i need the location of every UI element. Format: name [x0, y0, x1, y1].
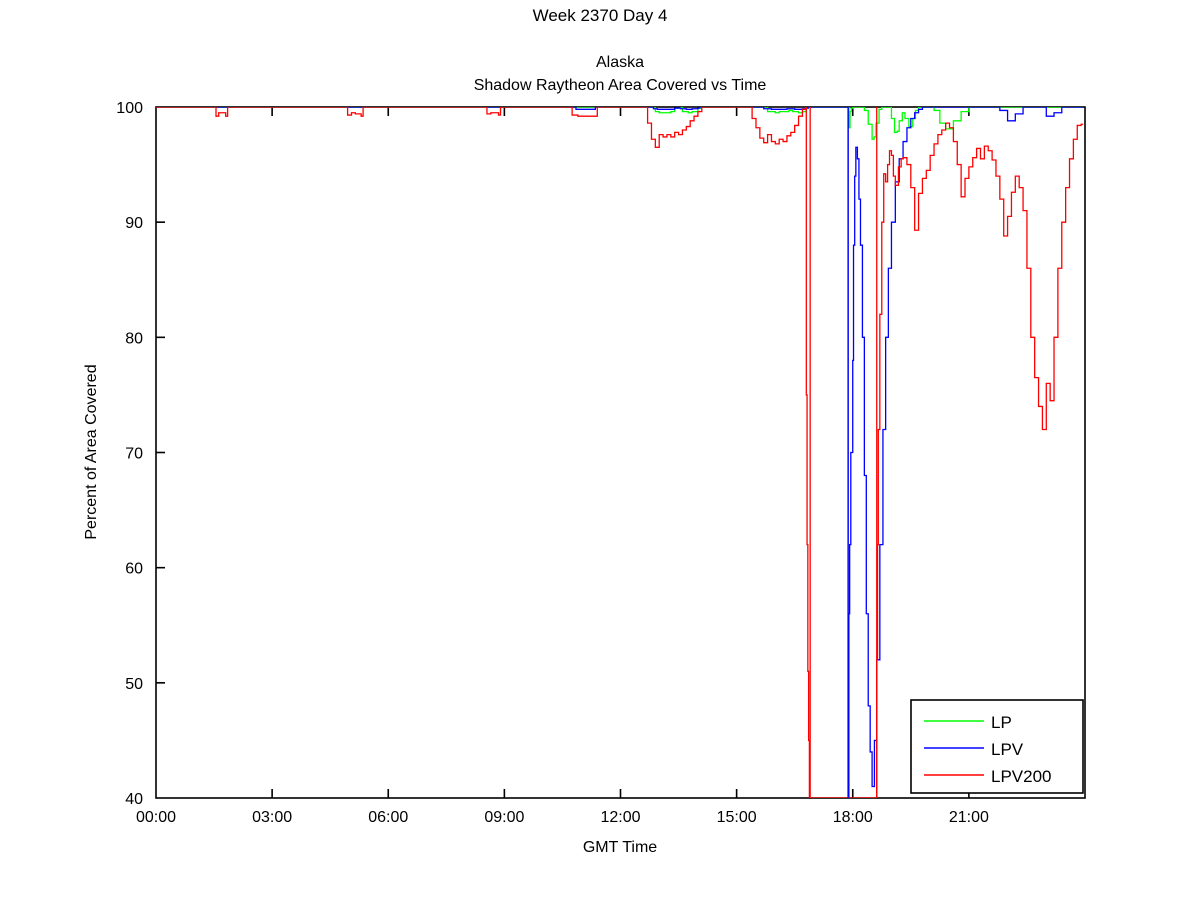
y-tick-label: 80 [125, 330, 143, 347]
y-axis-label: Percent of Area Covered [83, 364, 100, 539]
series-line-lpv200 [156, 107, 1084, 798]
chart-title-line-2: Shadow Raytheon Area Covered vs Time [474, 77, 767, 94]
legend-label-lp[interactable]: LP [991, 713, 1012, 732]
chart-title-line-1: Alaska [596, 54, 644, 71]
x-tick-label: 21:00 [949, 809, 989, 826]
x-tick-label: 15:00 [717, 809, 757, 826]
x-tick-label: 00:00 [136, 809, 176, 826]
x-tick-label: 03:00 [252, 809, 292, 826]
series-line-lp [156, 107, 1084, 140]
legend-label-lpv[interactable]: LPV [991, 740, 1024, 759]
series-group [156, 107, 1084, 798]
x-axis-label: GMT Time [583, 839, 657, 856]
legend-box [910, 699, 1084, 794]
x-tick-label: 09:00 [484, 809, 524, 826]
y-tick-label: 70 [125, 446, 143, 463]
x-tick-label: 18:00 [833, 809, 873, 826]
super-title: Week 2370 Day 4 [533, 6, 668, 25]
chart-legend[interactable]: LP LPV LPV200 [910, 699, 1084, 794]
x-tick-label: 06:00 [368, 809, 408, 826]
y-tick-label: 100 [116, 100, 143, 117]
y-tick-label: 40 [125, 791, 143, 808]
y-axis-ticks: 40 50 60 70 80 90 100 [116, 100, 165, 808]
legend-label-lpv200[interactable]: LPV200 [991, 767, 1052, 786]
x-tick-label: 12:00 [600, 809, 640, 826]
y-tick-label: 50 [125, 676, 143, 693]
x-axis-ticks: 00:00 03:00 06:00 09:00 12:00 15:00 18:00 21:00 [136, 107, 989, 826]
y-tick-label: 90 [125, 215, 143, 232]
y-tick-label: 60 [125, 561, 143, 578]
series-line-lpv [156, 107, 1084, 798]
